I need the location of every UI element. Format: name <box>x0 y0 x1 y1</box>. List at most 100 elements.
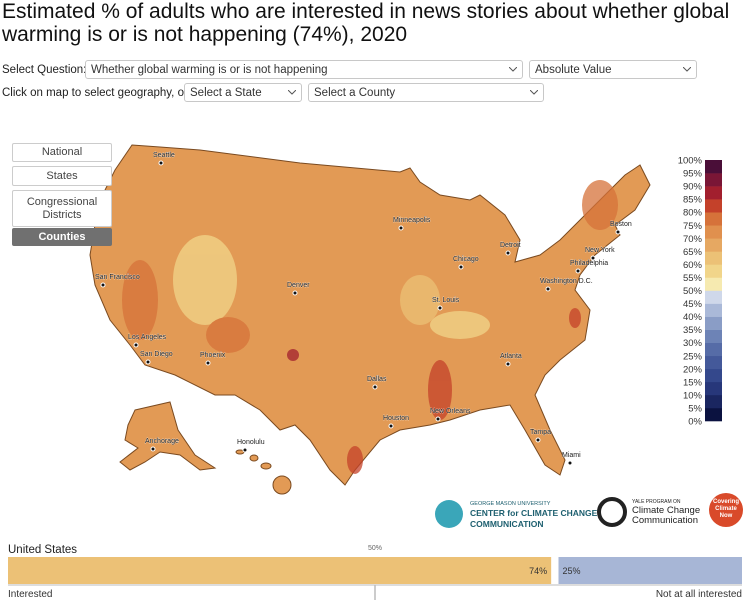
legend-label: 70% <box>683 234 703 245</box>
legend-swatch <box>705 290 722 304</box>
legend-swatch <box>705 355 722 370</box>
question-select[interactable]: Whether global warming is or is not happ… <box>85 60 523 79</box>
logo-text: COMMUNICATION <box>470 519 544 529</box>
city-label: Anchorage <box>145 438 179 445</box>
city-dot <box>158 160 164 166</box>
legend-swatch <box>705 186 722 200</box>
city-dot <box>505 250 511 256</box>
logo-ccn-icon <box>709 493 743 527</box>
city-dot <box>398 225 404 231</box>
select-text: Select a State <box>190 87 262 99</box>
city-dot <box>545 286 551 292</box>
city-dot <box>535 437 541 443</box>
legend-swatch <box>705 394 722 409</box>
city-label: Boston <box>610 221 632 228</box>
city-dot <box>242 447 248 453</box>
city-label: Atlanta <box>500 353 522 360</box>
legend-swatch <box>705 199 722 213</box>
legend-swatch <box>705 329 722 343</box>
hawaii[interactable] <box>235 449 292 495</box>
geography-button[interactable]: National <box>12 143 112 162</box>
city-label: Dallas <box>367 376 387 383</box>
logo-text: YALE PROGRAM ON <box>632 499 681 505</box>
city-label: Phoenix <box>200 352 226 359</box>
legend-label: 10% <box>683 390 703 401</box>
legend-swatch <box>705 212 722 226</box>
state-select[interactable]: Select a State <box>184 83 302 102</box>
city-dot <box>615 229 621 235</box>
title: Estimated % of adults who are interested… <box>2 0 730 46</box>
city-label: New York <box>585 247 615 254</box>
legend-swatch <box>705 381 722 396</box>
city-dot <box>505 361 511 367</box>
city-label: Miami <box>562 452 581 459</box>
city-label: San Diego <box>140 351 173 358</box>
city-label: Honolulu <box>237 439 265 446</box>
legend-label: 25% <box>683 351 703 362</box>
bar-label: 74% <box>529 566 547 576</box>
legend-label: 0% <box>688 417 702 428</box>
legend-label: 50% <box>683 286 703 297</box>
city-label: St. Louis <box>432 297 460 304</box>
city-label: San Francisco <box>95 274 140 281</box>
select-text: Whether global warming is or is not happ… <box>91 64 328 76</box>
city-label: New Orleans <box>430 408 471 415</box>
legend-label: 65% <box>683 247 703 258</box>
legend-swatch <box>705 407 722 422</box>
logo-yale-icon <box>597 497 627 527</box>
legend-label: 45% <box>683 299 703 310</box>
city-dot <box>100 282 106 288</box>
logo-gmu-icon <box>435 500 463 528</box>
legend-label: 90% <box>683 182 703 193</box>
legend-label: 5% <box>688 403 702 414</box>
city-label: Philadelphia <box>570 260 608 267</box>
legend-swatch <box>705 316 722 330</box>
legend-swatch <box>705 160 722 174</box>
mode-select[interactable]: Absolute Value <box>529 60 697 79</box>
left-label: Interested <box>8 589 52 600</box>
interested-bar <box>8 557 552 584</box>
legend-swatch <box>705 303 722 317</box>
geography-button[interactable]: States <box>12 166 112 186</box>
city-dot <box>205 360 211 366</box>
logo-text: Now <box>720 513 733 519</box>
city-label: Minneapolis <box>393 217 431 224</box>
legend-label: 60% <box>683 260 703 271</box>
city-dot <box>458 264 464 270</box>
city-dot <box>388 423 394 429</box>
city-dot <box>133 342 139 348</box>
city-dot <box>292 290 298 296</box>
legend-swatch <box>705 173 722 187</box>
legend-label: 100% <box>678 156 703 167</box>
city-label: Houston <box>383 415 409 422</box>
geography-button[interactable]: Congressional Districts <box>12 190 112 227</box>
region-label: United States <box>8 544 77 556</box>
legend-label: 55% <box>683 273 703 284</box>
city-dot <box>590 255 596 261</box>
city-label: Los Angeles <box>128 334 167 341</box>
city-label: Detroit <box>500 242 521 249</box>
city-dot <box>145 359 151 365</box>
logo-text: GEORGE MASON UNIVERSITY <box>470 501 551 507</box>
city-dot <box>150 446 156 452</box>
legend-label: 80% <box>683 208 703 219</box>
county-select[interactable]: Select a County <box>308 83 544 102</box>
geography-button[interactable]: Counties <box>12 228 112 246</box>
legend-swatch <box>705 238 722 252</box>
legend-swatch <box>705 251 722 265</box>
city-dot <box>372 384 378 390</box>
legend-label: 15% <box>683 377 703 388</box>
logo-text: Communication <box>632 515 698 526</box>
us-map[interactable] <box>89 144 651 486</box>
legend-label: 85% <box>683 195 703 206</box>
legend-label: 20% <box>683 364 703 375</box>
legend-swatch <box>705 342 722 357</box>
logo-text: Climate Change <box>632 505 700 516</box>
alaska[interactable] <box>119 401 217 471</box>
right-label: Not at all interested <box>656 589 742 600</box>
select-text: Absolute Value <box>535 64 612 76</box>
marker-label: 50% <box>368 545 382 552</box>
city-label: Denver <box>287 282 310 289</box>
